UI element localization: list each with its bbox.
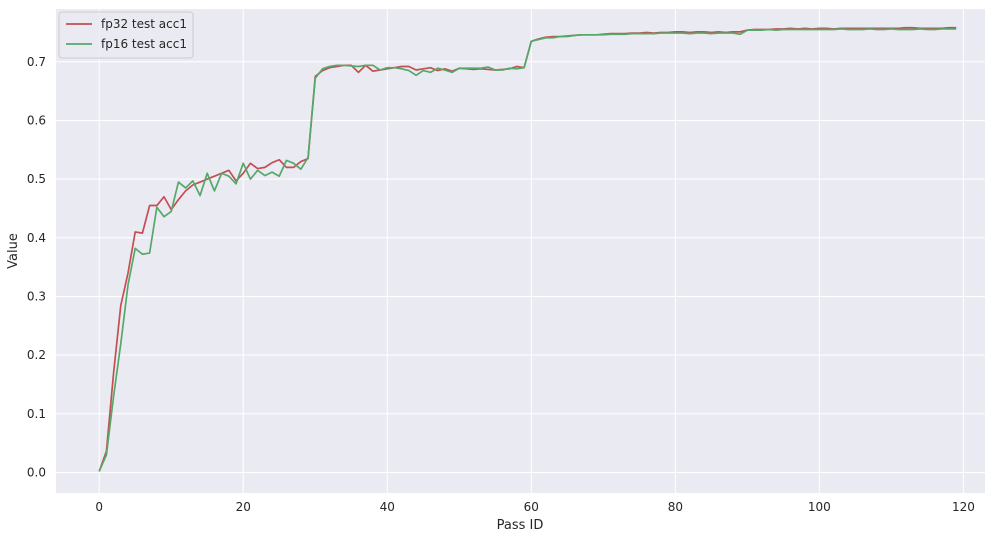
y-tick-label: 0.5 bbox=[27, 172, 46, 186]
y-tick-label: 0.2 bbox=[27, 348, 46, 362]
series-lines bbox=[98, 26, 957, 472]
gridlines bbox=[56, 9, 985, 493]
x-tick-label: 60 bbox=[524, 500, 539, 514]
legend-label-1: fp16 test acc1 bbox=[101, 37, 187, 51]
y-tick-label: 0.6 bbox=[27, 113, 46, 127]
legend-box bbox=[58, 11, 194, 59]
x-axis-ticks: 0 20 40 60 80 100 120 bbox=[95, 500, 974, 514]
x-tick-label: 120 bbox=[952, 500, 975, 514]
y-tick-label: 0.1 bbox=[27, 407, 46, 421]
legend-label-0: fp32 test acc1 bbox=[101, 17, 187, 31]
y-axis-ticks: 0.0 0.1 0.2 0.3 0.4 0.5 0.6 0.7 bbox=[27, 55, 46, 480]
y-axis-label: Value bbox=[6, 233, 21, 269]
legend: fp32 test acc1 fp16 test acc1 bbox=[58, 11, 194, 59]
series-line-1 bbox=[98, 28, 957, 472]
x-tick-label: 20 bbox=[236, 500, 251, 514]
plot-area bbox=[56, 9, 985, 493]
x-tick-label: 100 bbox=[808, 500, 831, 514]
x-tick-label: 0 bbox=[95, 500, 103, 514]
x-axis-label: Pass ID bbox=[497, 518, 544, 533]
x-tick-label: 80 bbox=[668, 500, 683, 514]
y-tick-label: 0.7 bbox=[27, 55, 46, 69]
x-tick-label: 40 bbox=[380, 500, 395, 514]
y-tick-label: 0.4 bbox=[27, 231, 46, 245]
y-tick-label: 0.3 bbox=[27, 289, 46, 303]
y-tick-label: 0.0 bbox=[27, 465, 46, 479]
